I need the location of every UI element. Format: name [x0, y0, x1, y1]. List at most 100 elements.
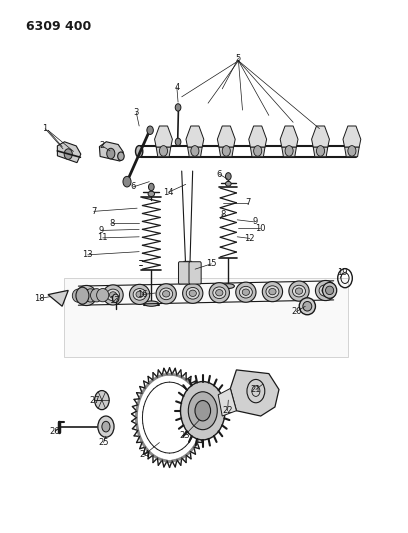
Polygon shape [186, 126, 204, 147]
Ellipse shape [109, 292, 117, 298]
Ellipse shape [293, 285, 306, 297]
Ellipse shape [91, 289, 103, 302]
Polygon shape [249, 126, 266, 147]
Ellipse shape [97, 288, 109, 302]
Ellipse shape [266, 286, 279, 297]
Text: 21: 21 [251, 385, 261, 394]
Ellipse shape [209, 282, 229, 303]
Ellipse shape [242, 289, 250, 295]
Text: 17: 17 [109, 296, 120, 305]
Ellipse shape [84, 289, 97, 302]
Ellipse shape [83, 292, 90, 298]
Text: 4: 4 [174, 83, 180, 92]
Text: 13: 13 [82, 251, 93, 260]
Text: 22: 22 [222, 406, 233, 415]
Circle shape [160, 146, 168, 156]
Text: 23: 23 [180, 431, 190, 440]
Polygon shape [280, 126, 298, 147]
Circle shape [118, 152, 124, 160]
Polygon shape [282, 147, 296, 157]
Text: 20: 20 [291, 307, 302, 316]
Circle shape [123, 176, 131, 187]
Text: 1: 1 [42, 124, 48, 133]
Circle shape [147, 126, 153, 134]
Polygon shape [231, 370, 279, 416]
Text: 6309 400: 6309 400 [26, 20, 91, 33]
Polygon shape [219, 147, 234, 157]
Circle shape [175, 104, 181, 111]
Polygon shape [312, 126, 329, 147]
Circle shape [113, 294, 119, 303]
Polygon shape [100, 142, 123, 161]
Text: 9: 9 [252, 217, 257, 227]
Ellipse shape [239, 286, 253, 298]
Text: 8: 8 [109, 219, 114, 228]
Ellipse shape [226, 181, 231, 186]
Ellipse shape [76, 285, 97, 305]
Circle shape [195, 400, 211, 421]
Text: 16: 16 [137, 290, 148, 299]
Circle shape [107, 148, 115, 159]
Text: 19: 19 [337, 268, 348, 277]
Ellipse shape [289, 281, 309, 301]
Polygon shape [156, 147, 171, 157]
Ellipse shape [295, 288, 303, 294]
Polygon shape [313, 147, 328, 157]
Ellipse shape [236, 282, 256, 302]
Text: 27: 27 [89, 395, 100, 405]
Polygon shape [48, 290, 68, 306]
Circle shape [180, 382, 225, 440]
Circle shape [222, 146, 231, 156]
Ellipse shape [78, 289, 91, 302]
Text: 5: 5 [236, 54, 241, 62]
Ellipse shape [156, 284, 176, 304]
Bar [64, 278, 348, 357]
Text: 8: 8 [221, 210, 226, 219]
Circle shape [317, 146, 324, 156]
Text: 15: 15 [206, 260, 217, 268]
Ellipse shape [213, 287, 226, 298]
Ellipse shape [136, 291, 143, 297]
Circle shape [226, 173, 231, 180]
Text: 12: 12 [244, 234, 255, 243]
Text: 18: 18 [35, 294, 45, 303]
Ellipse shape [222, 284, 234, 288]
Ellipse shape [72, 289, 84, 302]
Text: 26: 26 [49, 427, 60, 437]
Ellipse shape [262, 281, 283, 302]
Ellipse shape [319, 285, 332, 296]
Ellipse shape [80, 289, 93, 301]
Circle shape [348, 146, 356, 156]
Text: 2: 2 [99, 141, 104, 150]
Text: 7: 7 [91, 207, 96, 216]
Text: 6: 6 [217, 169, 222, 179]
Circle shape [175, 138, 181, 146]
Ellipse shape [326, 286, 334, 295]
Ellipse shape [106, 289, 120, 301]
Ellipse shape [299, 298, 315, 315]
Text: 24: 24 [139, 450, 150, 459]
Text: 14: 14 [163, 188, 173, 197]
Ellipse shape [186, 287, 199, 299]
Circle shape [149, 183, 154, 191]
Circle shape [95, 391, 109, 410]
Ellipse shape [216, 289, 223, 296]
Text: 7: 7 [245, 198, 251, 207]
FancyBboxPatch shape [178, 262, 191, 284]
Ellipse shape [144, 301, 159, 306]
Polygon shape [188, 147, 202, 157]
Circle shape [254, 146, 262, 156]
Circle shape [98, 416, 114, 437]
Circle shape [188, 392, 217, 430]
Polygon shape [155, 126, 173, 147]
Text: 11: 11 [98, 233, 108, 243]
Circle shape [102, 421, 110, 432]
Ellipse shape [269, 288, 276, 295]
Text: 25: 25 [98, 438, 109, 447]
Circle shape [191, 146, 199, 156]
Ellipse shape [323, 282, 337, 298]
FancyBboxPatch shape [189, 262, 201, 284]
Polygon shape [184, 261, 188, 269]
Text: 6: 6 [131, 182, 136, 191]
Ellipse shape [303, 302, 312, 311]
